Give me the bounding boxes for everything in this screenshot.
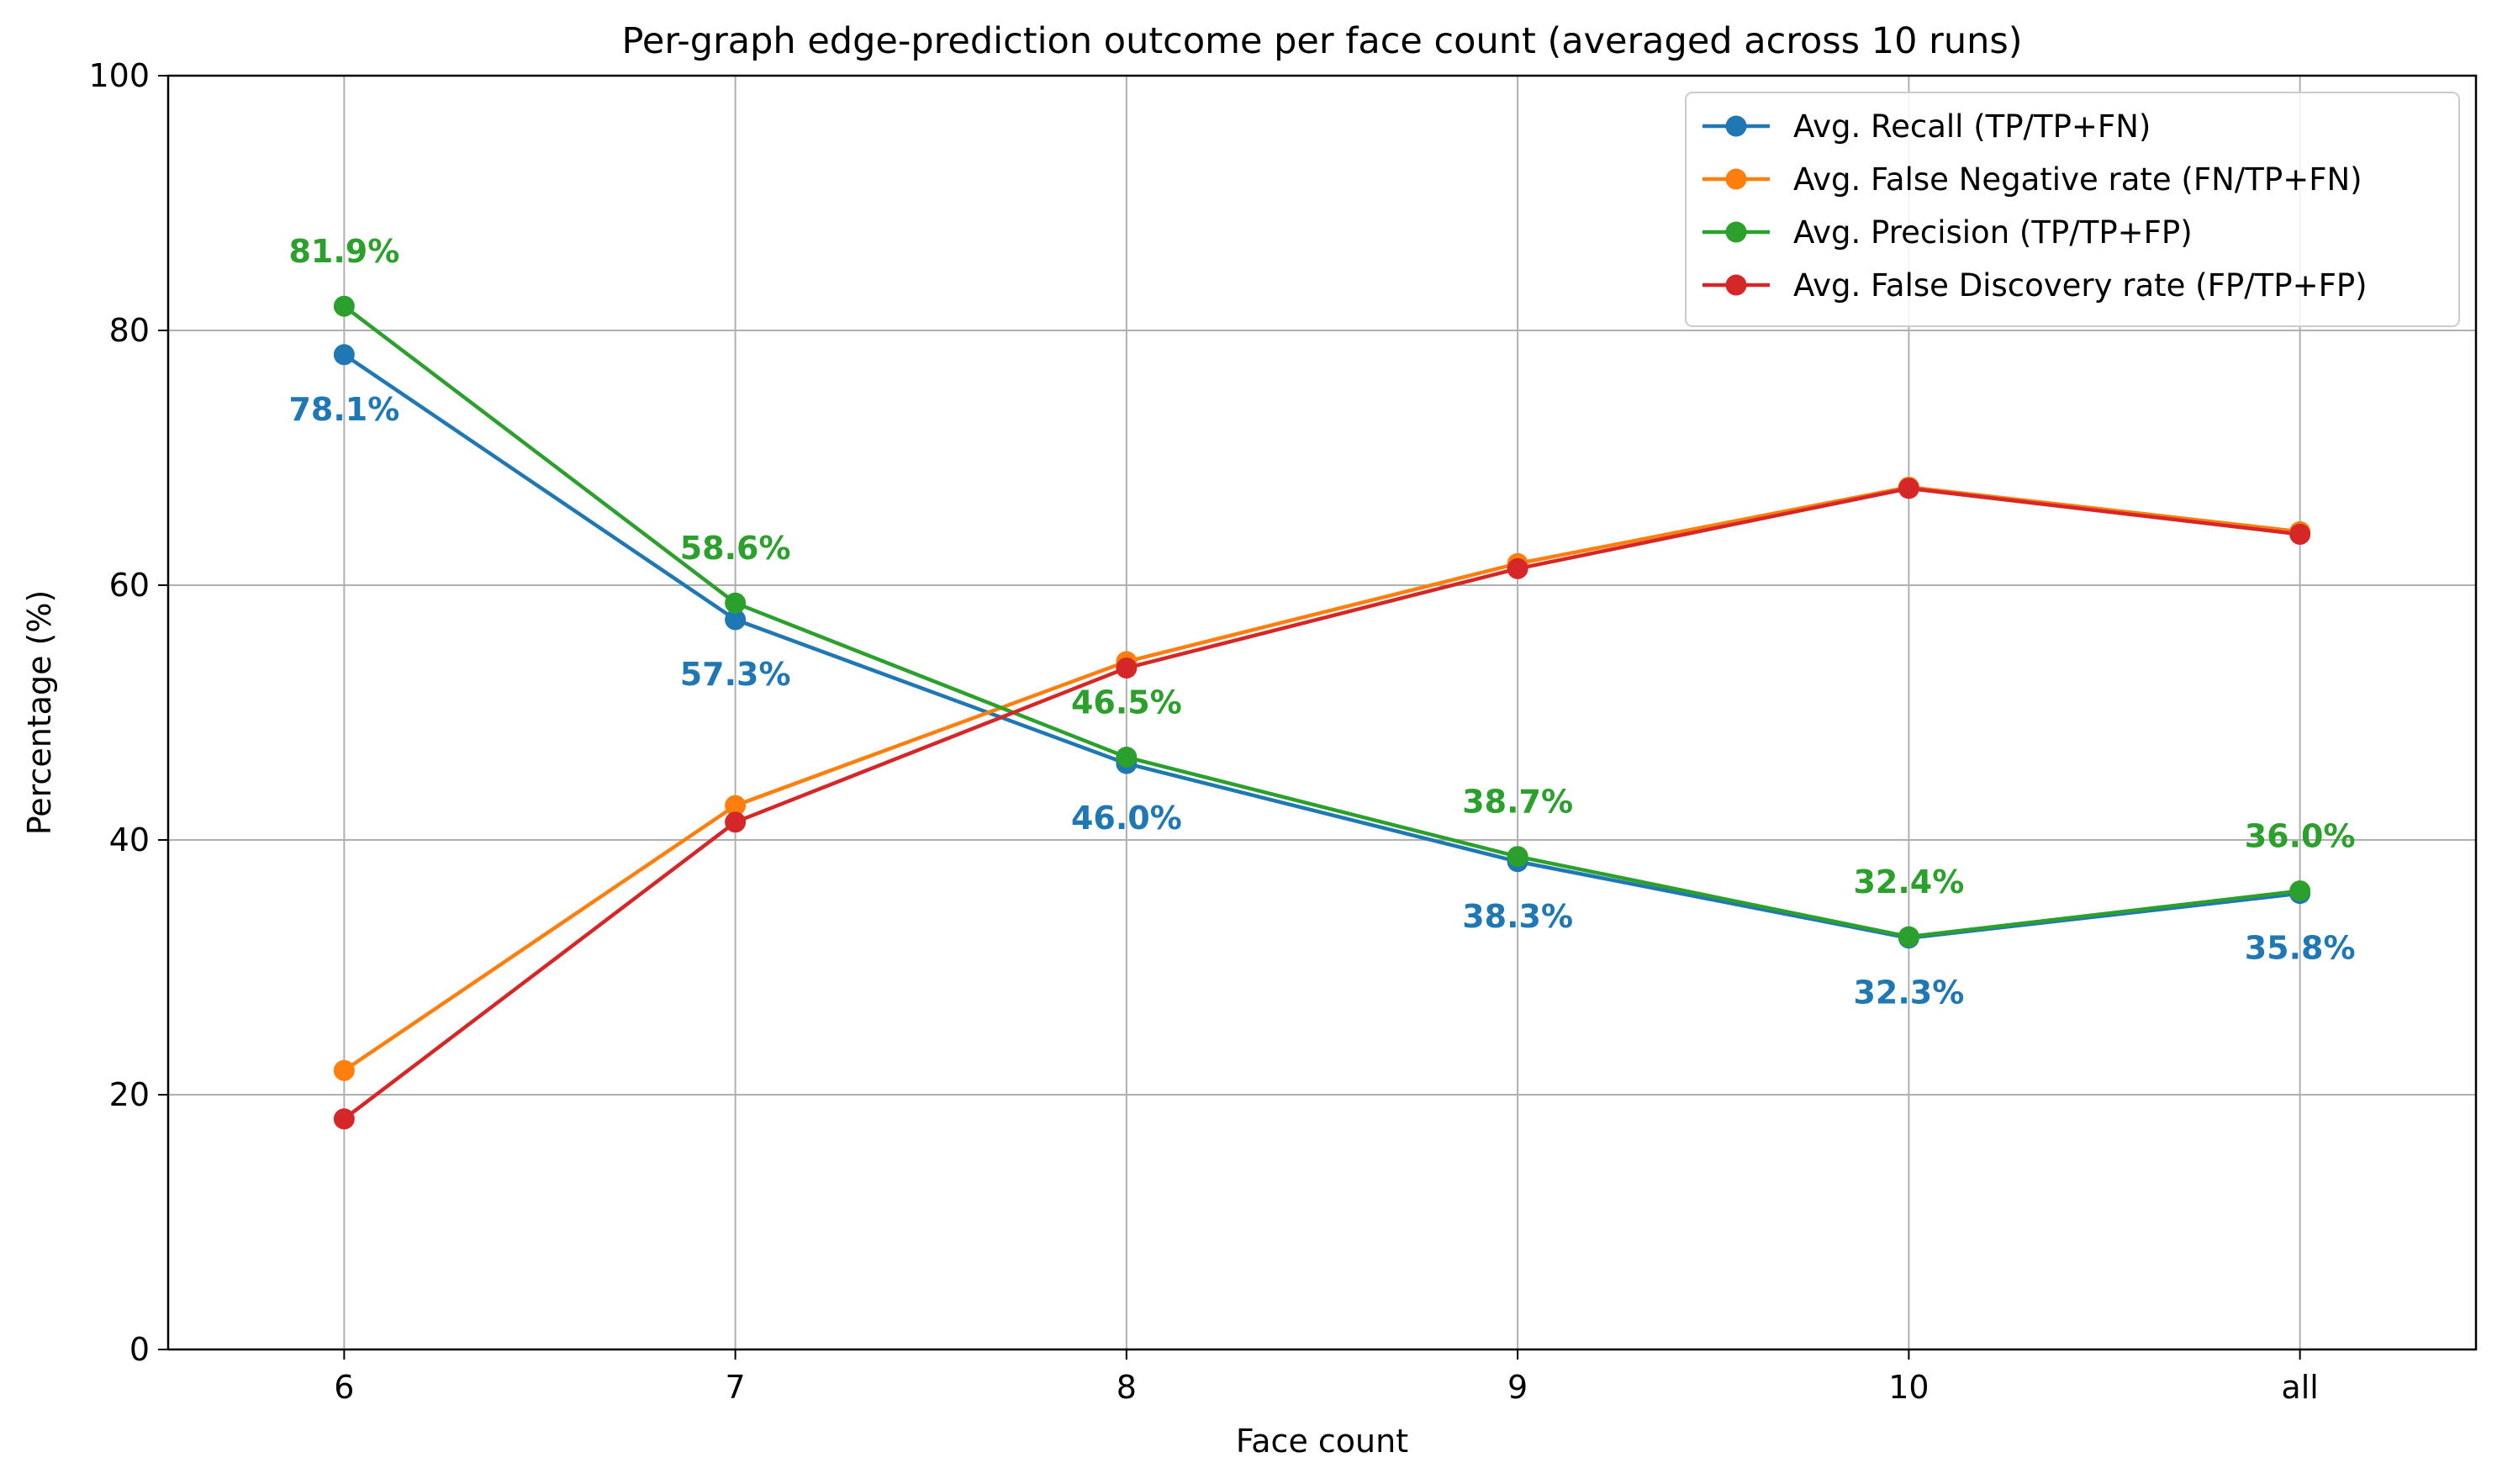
- y-tick-label: 100: [88, 57, 150, 94]
- legend-marker: [1725, 274, 1747, 296]
- data-label: 35.8%: [2245, 930, 2356, 967]
- data-label: 81.9%: [288, 233, 399, 270]
- data-label: 36.0%: [2245, 818, 2356, 855]
- y-tick-label: 80: [109, 312, 150, 349]
- series-0-point: [333, 344, 355, 366]
- series-1-point: [725, 795, 747, 816]
- legend-box: [1685, 92, 2460, 327]
- legend-label: Avg. False Negative rate (FN/TP+FN): [1793, 161, 2362, 198]
- series-markers: [333, 295, 2311, 1130]
- data-label: 78.1%: [288, 391, 399, 428]
- data-label: 46.0%: [1071, 800, 1182, 837]
- series-2-point: [1507, 846, 1528, 868]
- series-3-point: [2289, 523, 2311, 545]
- series-2-point: [1116, 747, 1138, 768]
- series-1-point: [333, 1059, 355, 1081]
- series-line-3: [343, 486, 2300, 1121]
- data-label: 38.3%: [1462, 898, 1573, 935]
- series-2-point: [2289, 880, 2311, 902]
- y-tick-label: 20: [109, 1076, 150, 1113]
- legend-label: Avg. Precision (TP/TP+FP): [1793, 214, 2193, 251]
- x-tick-label: 10: [1888, 1369, 1929, 1406]
- data-label: 32.3%: [1853, 974, 1964, 1011]
- series-2-point: [725, 592, 747, 614]
- legend-marker: [1725, 115, 1747, 137]
- x-tick-label: 6: [334, 1369, 354, 1406]
- series-3-point: [1507, 557, 1528, 579]
- data-label: 46.5%: [1071, 684, 1182, 721]
- legend: Avg. Recall (TP/TP+FN) Avg. False Negativ…: [1685, 92, 2460, 327]
- series-line-2: [343, 304, 2300, 939]
- series-3-point: [1116, 657, 1138, 679]
- series-3-point: [725, 811, 747, 833]
- x-axis-label: Face count: [1236, 1423, 1408, 1460]
- chart-title: Per-graph edge-prediction outcome per fa…: [622, 20, 2023, 62]
- y-tick-label: 0: [129, 1331, 150, 1368]
- legend-label: Avg. Recall (TP/TP+FN): [1793, 108, 2151, 145]
- x-tick-label: all: [2281, 1369, 2318, 1406]
- x-tick-label: 7: [726, 1369, 746, 1406]
- series-lines: [343, 304, 2300, 1121]
- series-2-point: [333, 295, 355, 317]
- plot-frame: [166, 74, 2478, 1351]
- y-tick-label: 40: [109, 821, 150, 858]
- y-axis-label: Percentage (%): [21, 590, 58, 836]
- series-3-point: [1898, 478, 1919, 499]
- data-label: 57.3%: [680, 656, 791, 693]
- legend-marker: [1725, 221, 1747, 243]
- data-label: 58.6%: [680, 530, 791, 567]
- series-2-point: [1898, 926, 1919, 948]
- data-label: 38.7%: [1462, 784, 1573, 821]
- x-tick-label: 9: [1507, 1369, 1528, 1406]
- series-0-point: [725, 609, 747, 631]
- legend-marker: [1725, 168, 1747, 190]
- data-label: 32.4%: [1853, 863, 1964, 900]
- x-tick-label: 8: [1117, 1369, 1137, 1406]
- x-axis-ticks: 6 7 8 9 10 all: [334, 1349, 2319, 1406]
- data-labels: 78.1% 57.3% 46.0% 38.3% 32.3% 35.8% 81.9% 58.6%…: [288, 233, 2355, 1011]
- y-tick-label: 60: [109, 567, 150, 604]
- legend-label: Avg. False Discovery rate (FP/TP+FP): [1793, 267, 2368, 304]
- series-3-point: [333, 1108, 355, 1130]
- y-axis-ticks: 0 20 40 60 80 100: [88, 57, 168, 1368]
